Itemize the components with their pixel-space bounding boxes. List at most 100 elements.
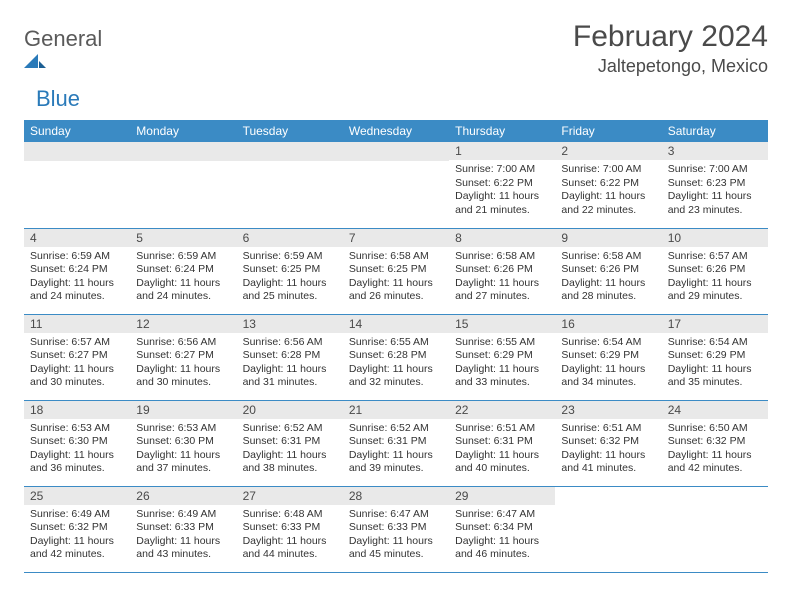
calendar-row: 11Sunrise: 6:57 AMSunset: 6:27 PMDayligh… bbox=[24, 314, 768, 400]
weekday-header: Thursday bbox=[449, 120, 555, 142]
calendar-cell: 18Sunrise: 6:53 AMSunset: 6:30 PMDayligh… bbox=[24, 400, 130, 486]
day-details: Sunrise: 6:51 AMSunset: 6:31 PMDaylight:… bbox=[449, 419, 555, 481]
day-details: Sunrise: 7:00 AMSunset: 6:22 PMDaylight:… bbox=[449, 160, 555, 222]
day-number: 11 bbox=[24, 315, 130, 333]
day-details: Sunrise: 6:54 AMSunset: 6:29 PMDaylight:… bbox=[555, 333, 661, 395]
day-number: 15 bbox=[449, 315, 555, 333]
weekday-header: Wednesday bbox=[343, 120, 449, 142]
day-number: 9 bbox=[555, 229, 661, 247]
day-details: Sunrise: 6:52 AMSunset: 6:31 PMDaylight:… bbox=[343, 419, 449, 481]
day-number: 13 bbox=[237, 315, 343, 333]
calendar-cell: 20Sunrise: 6:52 AMSunset: 6:31 PMDayligh… bbox=[237, 400, 343, 486]
day-details: Sunrise: 6:58 AMSunset: 6:25 PMDaylight:… bbox=[343, 247, 449, 309]
calendar-cell: 3Sunrise: 7:00 AMSunset: 6:23 PMDaylight… bbox=[662, 142, 768, 228]
calendar-cell: 25Sunrise: 6:49 AMSunset: 6:32 PMDayligh… bbox=[24, 486, 130, 572]
day-details: Sunrise: 6:48 AMSunset: 6:33 PMDaylight:… bbox=[237, 505, 343, 567]
day-details: Sunrise: 6:51 AMSunset: 6:32 PMDaylight:… bbox=[555, 419, 661, 481]
empty-day-header bbox=[24, 142, 130, 161]
logo-text-general: General bbox=[24, 26, 102, 51]
day-details: Sunrise: 6:55 AMSunset: 6:29 PMDaylight:… bbox=[449, 333, 555, 395]
day-details: Sunrise: 6:56 AMSunset: 6:27 PMDaylight:… bbox=[130, 333, 236, 395]
day-number: 21 bbox=[343, 401, 449, 419]
day-number: 19 bbox=[130, 401, 236, 419]
empty-day-header bbox=[237, 142, 343, 161]
day-details: Sunrise: 6:52 AMSunset: 6:31 PMDaylight:… bbox=[237, 419, 343, 481]
day-details: Sunrise: 6:53 AMSunset: 6:30 PMDaylight:… bbox=[130, 419, 236, 481]
weekday-header: Friday bbox=[555, 120, 661, 142]
day-details: Sunrise: 6:47 AMSunset: 6:34 PMDaylight:… bbox=[449, 505, 555, 567]
calendar-cell bbox=[343, 142, 449, 228]
calendar-row: 1Sunrise: 7:00 AMSunset: 6:22 PMDaylight… bbox=[24, 142, 768, 228]
calendar-cell: 7Sunrise: 6:58 AMSunset: 6:25 PMDaylight… bbox=[343, 228, 449, 314]
calendar-cell: 24Sunrise: 6:50 AMSunset: 6:32 PMDayligh… bbox=[662, 400, 768, 486]
day-number: 29 bbox=[449, 487, 555, 505]
calendar-cell bbox=[662, 486, 768, 572]
calendar-cell: 11Sunrise: 6:57 AMSunset: 6:27 PMDayligh… bbox=[24, 314, 130, 400]
weekday-header: Saturday bbox=[662, 120, 768, 142]
day-number: 4 bbox=[24, 229, 130, 247]
calendar-cell: 29Sunrise: 6:47 AMSunset: 6:34 PMDayligh… bbox=[449, 486, 555, 572]
calendar-cell bbox=[237, 142, 343, 228]
day-number: 18 bbox=[24, 401, 130, 419]
calendar-cell: 16Sunrise: 6:54 AMSunset: 6:29 PMDayligh… bbox=[555, 314, 661, 400]
calendar-cell: 17Sunrise: 6:54 AMSunset: 6:29 PMDayligh… bbox=[662, 314, 768, 400]
day-number: 1 bbox=[449, 142, 555, 160]
calendar-cell: 4Sunrise: 6:59 AMSunset: 6:24 PMDaylight… bbox=[24, 228, 130, 314]
weekday-header: Sunday bbox=[24, 120, 130, 142]
day-number: 3 bbox=[662, 142, 768, 160]
day-number: 23 bbox=[555, 401, 661, 419]
calendar-cell: 6Sunrise: 6:59 AMSunset: 6:25 PMDaylight… bbox=[237, 228, 343, 314]
day-number: 22 bbox=[449, 401, 555, 419]
day-details: Sunrise: 6:55 AMSunset: 6:28 PMDaylight:… bbox=[343, 333, 449, 395]
calendar-cell: 14Sunrise: 6:55 AMSunset: 6:28 PMDayligh… bbox=[343, 314, 449, 400]
calendar-cell bbox=[555, 486, 661, 572]
calendar-cell: 15Sunrise: 6:55 AMSunset: 6:29 PMDayligh… bbox=[449, 314, 555, 400]
day-details: Sunrise: 6:58 AMSunset: 6:26 PMDaylight:… bbox=[449, 247, 555, 309]
day-details: Sunrise: 6:49 AMSunset: 6:33 PMDaylight:… bbox=[130, 505, 236, 567]
logo-text-blue: Blue bbox=[36, 86, 80, 111]
location: Jaltepetongo, Mexico bbox=[573, 56, 768, 77]
calendar-cell: 27Sunrise: 6:48 AMSunset: 6:33 PMDayligh… bbox=[237, 486, 343, 572]
calendar-cell: 12Sunrise: 6:56 AMSunset: 6:27 PMDayligh… bbox=[130, 314, 236, 400]
calendar-cell: 28Sunrise: 6:47 AMSunset: 6:33 PMDayligh… bbox=[343, 486, 449, 572]
calendar-table: SundayMondayTuesdayWednesdayThursdayFrid… bbox=[24, 120, 768, 573]
logo: General Blue bbox=[24, 20, 102, 112]
day-number: 17 bbox=[662, 315, 768, 333]
calendar-cell: 23Sunrise: 6:51 AMSunset: 6:32 PMDayligh… bbox=[555, 400, 661, 486]
day-details: Sunrise: 6:59 AMSunset: 6:24 PMDaylight:… bbox=[130, 247, 236, 309]
day-number: 5 bbox=[130, 229, 236, 247]
day-number: 7 bbox=[343, 229, 449, 247]
calendar-cell: 22Sunrise: 6:51 AMSunset: 6:31 PMDayligh… bbox=[449, 400, 555, 486]
day-number: 25 bbox=[24, 487, 130, 505]
calendar-cell: 8Sunrise: 6:58 AMSunset: 6:26 PMDaylight… bbox=[449, 228, 555, 314]
weekday-header-row: SundayMondayTuesdayWednesdayThursdayFrid… bbox=[24, 120, 768, 142]
day-details: Sunrise: 6:56 AMSunset: 6:28 PMDaylight:… bbox=[237, 333, 343, 395]
day-number: 28 bbox=[343, 487, 449, 505]
calendar-cell: 5Sunrise: 6:59 AMSunset: 6:24 PMDaylight… bbox=[130, 228, 236, 314]
day-number: 27 bbox=[237, 487, 343, 505]
day-details: Sunrise: 7:00 AMSunset: 6:23 PMDaylight:… bbox=[662, 160, 768, 222]
title-block: February 2024 Jaltepetongo, Mexico bbox=[573, 20, 768, 77]
calendar-cell: 13Sunrise: 6:56 AMSunset: 6:28 PMDayligh… bbox=[237, 314, 343, 400]
day-details: Sunrise: 6:54 AMSunset: 6:29 PMDaylight:… bbox=[662, 333, 768, 395]
day-details: Sunrise: 6:58 AMSunset: 6:26 PMDaylight:… bbox=[555, 247, 661, 309]
calendar-cell: 1Sunrise: 7:00 AMSunset: 6:22 PMDaylight… bbox=[449, 142, 555, 228]
day-number: 12 bbox=[130, 315, 236, 333]
weekday-header: Monday bbox=[130, 120, 236, 142]
day-number: 16 bbox=[555, 315, 661, 333]
day-details: Sunrise: 7:00 AMSunset: 6:22 PMDaylight:… bbox=[555, 160, 661, 222]
day-number: 2 bbox=[555, 142, 661, 160]
month-title: February 2024 bbox=[573, 20, 768, 54]
day-details: Sunrise: 6:59 AMSunset: 6:25 PMDaylight:… bbox=[237, 247, 343, 309]
day-number: 20 bbox=[237, 401, 343, 419]
calendar-cell: 19Sunrise: 6:53 AMSunset: 6:30 PMDayligh… bbox=[130, 400, 236, 486]
calendar-row: 18Sunrise: 6:53 AMSunset: 6:30 PMDayligh… bbox=[24, 400, 768, 486]
calendar-cell bbox=[130, 142, 236, 228]
logo-sail-icon bbox=[24, 52, 102, 68]
header: General Blue February 2024 Jaltepetongo,… bbox=[24, 20, 768, 112]
empty-day-header bbox=[343, 142, 449, 161]
calendar-cell: 2Sunrise: 7:00 AMSunset: 6:22 PMDaylight… bbox=[555, 142, 661, 228]
day-number: 14 bbox=[343, 315, 449, 333]
day-number: 26 bbox=[130, 487, 236, 505]
day-details: Sunrise: 6:57 AMSunset: 6:26 PMDaylight:… bbox=[662, 247, 768, 309]
